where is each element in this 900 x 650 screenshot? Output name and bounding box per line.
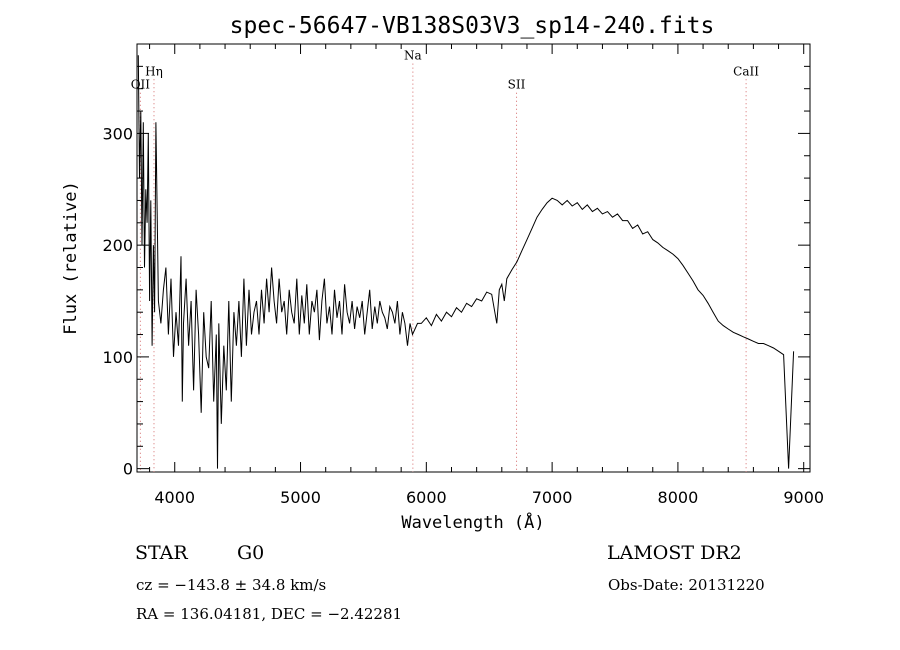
line-label-caii: CaII — [733, 64, 759, 78]
line-label-sii: SII — [508, 78, 526, 92]
radec-text: RA = 136.04181, DEC = −2.42281 — [136, 605, 402, 623]
x-tick-label: 5000 — [280, 488, 321, 507]
spectrum-line — [137, 55, 795, 469]
x-tick-label: 8000 — [658, 488, 699, 507]
redshift-text: cz = −143.8 ± 34.8 km/s — [136, 576, 326, 594]
y-axis-ticks: 0 100 200 300 — [102, 65, 810, 479]
survey-label: LAMOST DR2 — [607, 542, 742, 564]
y-axis-label: Flux (relative) — [61, 181, 81, 335]
line-label-oii: OII — [131, 78, 151, 92]
x-tick-label: 9000 — [783, 488, 824, 507]
chart-title: spec-56647-VB138S03V3_sp14-240.fits — [230, 13, 715, 39]
object-class: STAR — [135, 542, 188, 564]
line-label-hη: Hη — [145, 64, 163, 78]
line-label-na: Na — [404, 49, 422, 63]
x-tick-label: 4000 — [154, 488, 195, 507]
obs-date-text: Obs-Date: 20131220 — [608, 576, 765, 594]
y-tick-label: 0 — [123, 460, 133, 479]
x-axis-label: Wavelength (Å) — [401, 511, 544, 533]
x-tick-label: 7000 — [532, 488, 573, 507]
y-tick-label: 100 — [102, 348, 133, 367]
x-axis-ticks: 4000 5000 6000 7000 8000 9000 — [149, 44, 824, 507]
plot-frame — [136, 43, 811, 473]
x-tick-label: 6000 — [406, 488, 447, 507]
subclass: G0 — [237, 542, 264, 564]
y-tick-label: 300 — [102, 124, 133, 143]
y-tick-label: 200 — [102, 236, 133, 255]
